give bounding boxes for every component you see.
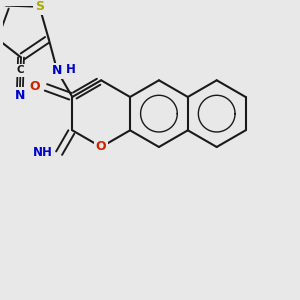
Text: N: N — [14, 89, 25, 102]
Text: O: O — [96, 140, 106, 154]
Text: S: S — [35, 0, 44, 13]
Text: H: H — [66, 62, 76, 76]
Text: O: O — [29, 80, 40, 93]
Text: C: C — [17, 65, 24, 75]
Text: NH: NH — [33, 146, 53, 159]
Text: N: N — [52, 64, 62, 77]
